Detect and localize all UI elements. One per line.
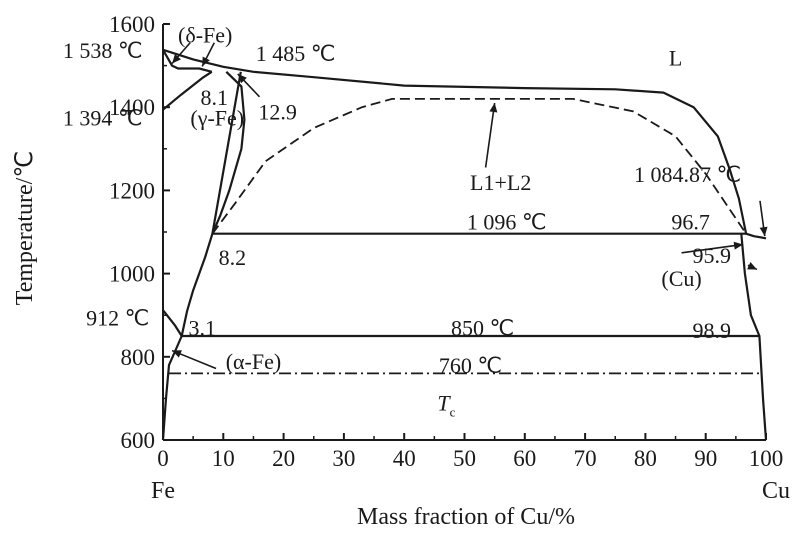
arrow-head [489,103,498,113]
y-tick-label: 1000 [109,262,155,287]
x-end-label: Cu [762,478,790,504]
phase-boundary-solid-4 [161,71,246,441]
x-tick-label: 80 [634,446,657,471]
x-tick-label: 50 [453,446,476,471]
arrow-shaft [681,243,744,254]
arrow-head [759,226,768,237]
x-start-label: Fe [151,478,175,504]
annotation-label: 8.1 [201,85,229,110]
annotation-label: 1 084.87 ℃ [634,162,741,187]
y-tick-label: 1400 [109,95,155,120]
phase-boundary-solid-2 [162,70,213,111]
tc-subscript: c [450,405,456,420]
annotation-label: 95.9 [692,243,731,268]
x-axis-title: Mass fraction of Cu/% [357,504,575,530]
phase-boundary-solid-1 [162,49,213,73]
annotation-label: (γ-Fe) [190,106,244,131]
annotation-label: 3.1 [188,316,216,341]
arrow-head [202,56,210,67]
phase-boundary-dashed-9 [211,98,747,235]
arrow-head [733,241,744,250]
annotation-label: 1 485 ℃ [256,41,336,66]
axes: 0 10 20 30 40 50 60 70 80 90 100 600 800 1000 1200 1400… [109,12,783,471]
arrow-head [747,262,757,270]
annotation-label: L [669,45,682,70]
phase-boundary-solid-0 [162,48,767,240]
arrow-head [172,350,182,358]
y-tick-label: 800 [121,345,156,370]
x-tick-label: 0 [157,446,169,471]
tc-label: Tc [437,391,455,420]
phase-boundary-solid-3 [211,71,242,234]
annotation-label: L1+L2 [470,170,531,195]
annotation-label: 912 ℃ [86,305,149,330]
annotation-label: 8.2 [219,245,247,270]
x-tick-label: 40 [393,446,416,471]
x-tick-label: 60 [513,446,536,471]
annotation-label: 1 394 ℃ [63,106,143,131]
x-tick-label: 100 [749,446,784,471]
phase-boundaries [161,48,768,441]
arrow-head [237,73,247,84]
annotation-label: 850 ℃ [451,316,514,341]
annotation-label: (α-Fe) [226,349,282,374]
annotation-label: 98.9 [692,318,731,343]
x-tick-label: 20 [272,446,295,471]
x-tick-label: 10 [212,446,235,471]
annotation-label: 760 ℃ [439,353,502,378]
phase-boundary-solid-5 [162,309,183,337]
annotations: 1 538 ℃ (δ-Fe) 1 485 ℃ L 8.1 12.9 1 394 ℃ (γ-Fe… [63,22,741,419]
y-tick-label: 1200 [109,178,155,203]
annotation-label: 1 538 ℃ [63,38,143,63]
annotation-label: 1 096 ℃ [467,210,547,235]
arrow-head [172,54,181,64]
phase-boundary-solid-8 [740,233,768,441]
annotation-label: (Cu) [661,266,701,291]
x-tick-label: 70 [574,446,597,471]
annotation-arrows [171,42,768,370]
x-tick-label: 90 [694,446,717,471]
annotation-label: 12.9 [258,99,297,124]
y-tick-label: 600 [121,428,156,453]
annotation-label: 96.7 [671,210,710,235]
y-tick-label: 1600 [109,12,155,37]
arrow-shaft [484,102,496,168]
x-tick-label: 30 [332,446,355,471]
annotation-label: (δ-Fe) [178,22,232,47]
y-axis-title: Temperature/℃ [12,151,38,306]
